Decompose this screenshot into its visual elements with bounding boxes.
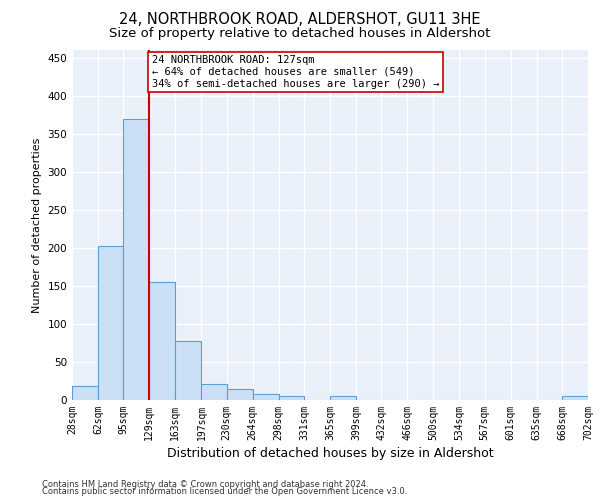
Bar xyxy=(562,396,588,400)
Bar xyxy=(330,396,356,400)
Text: 24 NORTHBROOK ROAD: 127sqm
← 64% of detached houses are smaller (549)
34% of sem: 24 NORTHBROOK ROAD: 127sqm ← 64% of deta… xyxy=(152,56,439,88)
Bar xyxy=(202,384,227,400)
Text: 24, NORTHBROOK ROAD, ALDERSHOT, GU11 3HE: 24, NORTHBROOK ROAD, ALDERSHOT, GU11 3HE xyxy=(119,12,481,28)
Bar xyxy=(175,340,202,400)
X-axis label: Distribution of detached houses by size in Aldershot: Distribution of detached houses by size … xyxy=(167,447,493,460)
Text: Contains public sector information licensed under the Open Government Licence v3: Contains public sector information licen… xyxy=(42,487,407,496)
Text: Contains HM Land Registry data © Crown copyright and database right 2024.: Contains HM Land Registry data © Crown c… xyxy=(42,480,368,489)
Bar xyxy=(279,396,304,400)
Bar xyxy=(227,388,253,400)
Y-axis label: Number of detached properties: Number of detached properties xyxy=(32,138,42,312)
Text: Size of property relative to detached houses in Aldershot: Size of property relative to detached ho… xyxy=(109,28,491,40)
Bar xyxy=(123,119,149,400)
Bar xyxy=(253,394,279,400)
Bar xyxy=(72,386,98,400)
Bar xyxy=(98,246,123,400)
Bar xyxy=(149,282,175,400)
